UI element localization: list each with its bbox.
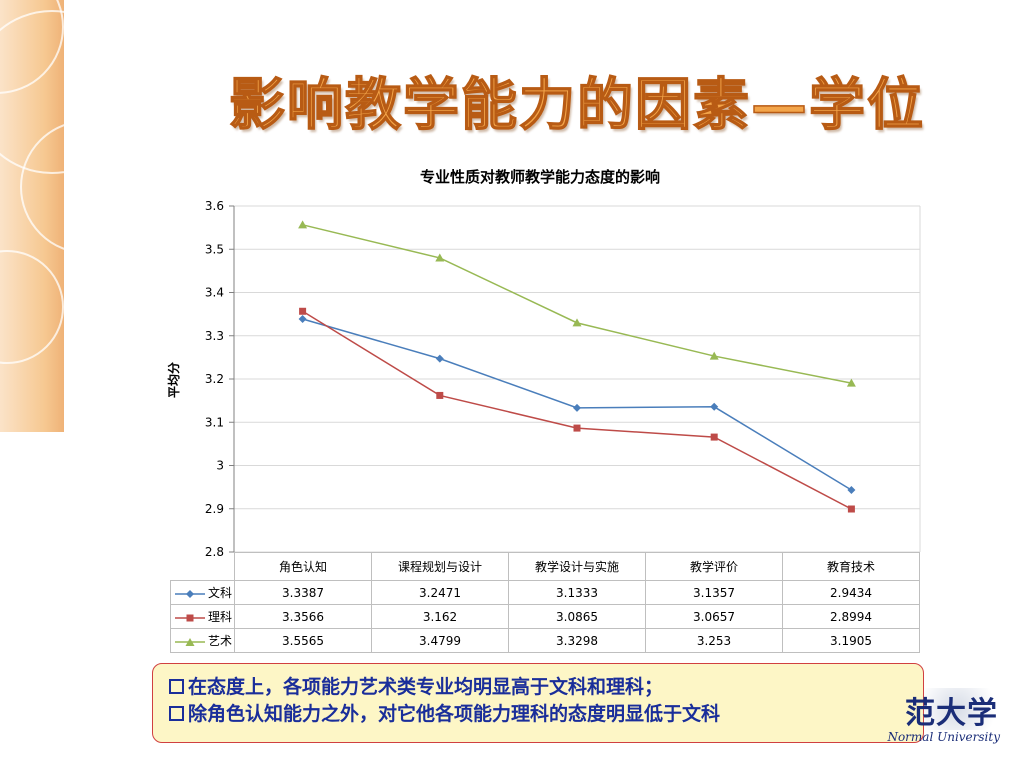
data-label: 3.5565 bbox=[234, 628, 372, 653]
data-point bbox=[573, 424, 581, 432]
series-name: 文科 bbox=[208, 586, 233, 600]
data-point bbox=[846, 378, 856, 387]
data-label: 3.162 bbox=[371, 604, 509, 629]
category-label: 教育技术 bbox=[782, 552, 920, 581]
chart-title: 专业性质对教师教学能力态度的影响 bbox=[419, 168, 660, 186]
logo-emblem-icon bbox=[922, 688, 1008, 730]
note-line: 除角色认知能力之外，对它他各项能力理科的态度明显低于文科 bbox=[169, 701, 923, 728]
series-name: 艺术 bbox=[208, 634, 233, 648]
category-label: 教学评价 bbox=[645, 552, 783, 581]
series-name: 理科 bbox=[208, 610, 233, 624]
data-label: 3.2471 bbox=[371, 580, 509, 605]
category-label: 教学设计与实施 bbox=[508, 552, 646, 581]
table-row-series-1: 理科 3.3566 3.162 3.0865 3.0657 2.8994 bbox=[170, 604, 920, 629]
table-header-row: 角色认知 课程规划与设计 教学设计与实施 教学评价 教育技术 bbox=[170, 552, 920, 581]
chart-gridlines bbox=[234, 205, 921, 553]
data-label: 3.253 bbox=[645, 628, 783, 653]
checkbox-bullet-icon bbox=[169, 679, 184, 694]
table-row-series-2: 艺术 3.5565 3.4799 3.3298 3.253 3.1905 bbox=[170, 628, 920, 653]
notes-callout: 在态度上，各项能力艺术类专业均明显高于文科和理科； 除角色认知能力之外，对它他各… bbox=[152, 663, 924, 743]
data-label: 3.1333 bbox=[508, 580, 646, 605]
category-label: 课程规划与设计 bbox=[371, 552, 509, 581]
series-line bbox=[302, 224, 852, 384]
y-tick-label: 3.3 bbox=[205, 329, 224, 343]
data-point bbox=[710, 433, 718, 441]
data-label: 3.0865 bbox=[508, 604, 646, 629]
data-point bbox=[709, 351, 719, 360]
chart-axes bbox=[229, 205, 235, 553]
data-point bbox=[435, 354, 444, 363]
note-text: 在态度上，各项能力艺术类专业均明显高于文科和理科； bbox=[188, 676, 664, 698]
legend-entry: 理科 bbox=[170, 604, 235, 629]
checkbox-bullet-icon bbox=[169, 706, 184, 721]
y-tick-label: 3.2 bbox=[205, 372, 224, 386]
data-point bbox=[572, 318, 582, 327]
y-axis-label: 平均分 bbox=[166, 362, 181, 398]
note-text: 除角色认知能力之外，对它他各项能力理科的态度明显低于文科 bbox=[188, 703, 721, 725]
legend-key-diamond-icon bbox=[175, 589, 205, 598]
chart-data-table: 角色认知 课程规划与设计 教学设计与实施 教学评价 教育技术 文科 3.3387… bbox=[170, 552, 920, 653]
data-label: 2.9434 bbox=[782, 580, 920, 605]
data-point bbox=[298, 220, 308, 229]
series-2 bbox=[298, 220, 856, 387]
legend-entry: 文科 bbox=[170, 580, 235, 605]
category-label: 角色认知 bbox=[234, 552, 372, 581]
legend-key-square-icon bbox=[175, 614, 205, 621]
data-point bbox=[435, 253, 445, 262]
data-label: 3.3566 bbox=[234, 604, 372, 629]
slide-title: 影响教学能力的因素—学位 bbox=[228, 71, 925, 139]
logo-chinese-text: 范大学 bbox=[905, 696, 998, 731]
data-label: 3.1905 bbox=[782, 628, 920, 653]
y-tick-label: 3.6 bbox=[205, 199, 224, 213]
y-tick-label: 2.9 bbox=[205, 502, 224, 516]
data-label: 3.1357 bbox=[645, 580, 783, 605]
legend-key-triangle-icon bbox=[175, 637, 205, 646]
data-label: 3.3387 bbox=[234, 580, 372, 605]
decorative-side-band bbox=[0, 0, 64, 432]
y-tick-labels: 3.63.53.43.33.23.132.92.8 bbox=[205, 199, 224, 559]
data-point bbox=[847, 505, 855, 513]
chart-series bbox=[298, 220, 856, 513]
data-point bbox=[436, 391, 444, 399]
university-logo: 范大学 Normal University bbox=[826, 688, 1008, 750]
legend-entry: 艺术 bbox=[170, 628, 235, 653]
y-tick-label: 3.4 bbox=[205, 286, 224, 300]
y-tick-label: 3.1 bbox=[205, 415, 224, 429]
y-tick-label: 3 bbox=[216, 459, 224, 473]
table-row-series-0: 文科 3.3387 3.2471 3.1333 3.1357 2.9434 bbox=[170, 580, 920, 605]
note-line: 在态度上，各项能力艺术类专业均明显高于文科和理科； bbox=[169, 674, 923, 701]
series-0 bbox=[298, 315, 856, 494]
data-label: 3.0657 bbox=[645, 604, 783, 629]
data-label: 2.8994 bbox=[782, 604, 920, 629]
y-tick-label: 3.5 bbox=[205, 242, 224, 256]
table-corner bbox=[170, 552, 235, 581]
data-point bbox=[710, 402, 719, 411]
data-point bbox=[299, 307, 307, 315]
data-point bbox=[298, 315, 307, 324]
data-label: 3.4799 bbox=[371, 628, 509, 653]
data-label: 3.3298 bbox=[508, 628, 646, 653]
data-point bbox=[573, 403, 581, 412]
series-1 bbox=[299, 307, 855, 513]
logo-english-text: Normal University bbox=[887, 730, 1000, 744]
data-point bbox=[847, 485, 856, 494]
